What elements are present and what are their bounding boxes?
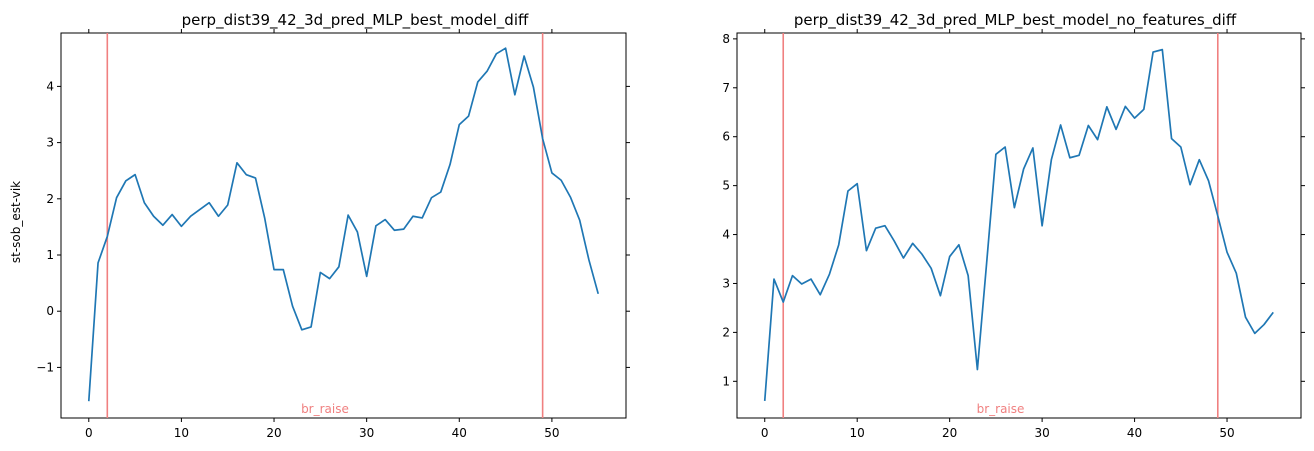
chart-left-xtick-label: 50 bbox=[544, 426, 559, 440]
chart-right-xtick-label: 30 bbox=[1034, 426, 1049, 440]
chart-right-ytick-label: 2 bbox=[722, 325, 730, 339]
chart-left-axes-frame bbox=[60, 32, 627, 419]
chart-left-ytick-label: 2 bbox=[46, 192, 54, 206]
chart-right-xtick-label: 10 bbox=[850, 426, 865, 440]
chart-right-axes-frame bbox=[736, 32, 1302, 419]
chart-left-ytick-label: −1 bbox=[36, 360, 54, 374]
chart-right-plot: 0 10 20 30 40 50 1 2 3 4 5 6 7 8 br_raise bbox=[722, 29, 1305, 440]
chart-left-xtick-label: 30 bbox=[359, 426, 374, 440]
chart-right-ytick-label: 6 bbox=[722, 130, 730, 144]
chart-right-ytick-label: 4 bbox=[722, 228, 730, 242]
chart-right-ytick-label: 8 bbox=[722, 32, 730, 46]
chart-right: perp_dist39_42_3d_pred_MLP_best_model_no… bbox=[722, 11, 1305, 440]
chart-left-annotation: br_raise bbox=[301, 402, 349, 416]
chart-right-xtick-label: 50 bbox=[1219, 426, 1234, 440]
chart-right-title: perp_dist39_42_3d_pred_MLP_best_model_no… bbox=[794, 11, 1237, 30]
chart-left-plot: 0 10 20 30 40 50 −1 0 1 2 3 4 br_raise bbox=[36, 29, 630, 440]
chart-right-series-line bbox=[763, 48, 1274, 401]
chart-left-series-line bbox=[87, 47, 600, 402]
chart-left-xtick-label: 40 bbox=[452, 426, 467, 440]
chart-left-title: perp_dist39_42_3d_pred_MLP_best_model_di… bbox=[182, 11, 529, 30]
chart-left-ytick-label: 0 bbox=[46, 304, 54, 318]
chart-left-ylabel: st-sob_est-vik bbox=[9, 181, 23, 263]
chart-right-xtick-label: 20 bbox=[942, 426, 957, 440]
chart-right-xtick-label: 40 bbox=[1127, 426, 1142, 440]
chart-left-ytick-label: 3 bbox=[46, 136, 54, 150]
chart-right-xtick-label: 0 bbox=[761, 426, 769, 440]
chart-right-ytick-label: 1 bbox=[722, 374, 730, 388]
chart-left-xtick-label: 20 bbox=[266, 426, 281, 440]
chart-right-ytick-label: 5 bbox=[722, 179, 730, 193]
chart-left: perp_dist39_42_3d_pred_MLP_best_model_di… bbox=[9, 11, 630, 440]
chart-right-ytick-label: 7 bbox=[722, 81, 730, 95]
chart-left-ytick-label: 1 bbox=[46, 248, 54, 262]
chart-left-ytick-label: 4 bbox=[46, 79, 54, 93]
chart-left-xtick-label: 10 bbox=[174, 426, 189, 440]
chart-left-xtick-label: 0 bbox=[85, 426, 93, 440]
chart-right-annotation: br_raise bbox=[977, 402, 1025, 416]
chart-right-ytick-label: 3 bbox=[722, 276, 730, 290]
